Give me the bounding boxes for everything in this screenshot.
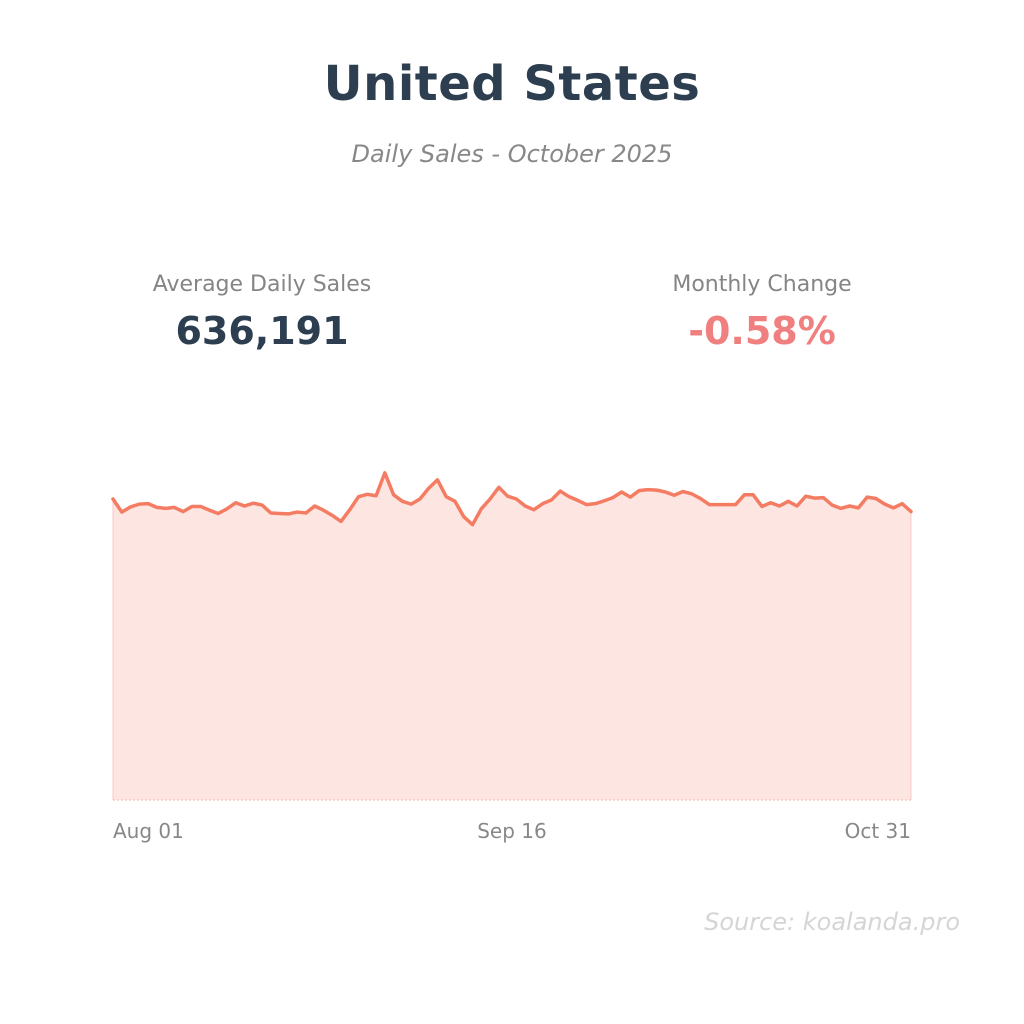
monthly-change-stat: Monthly Change -0.58% [582, 272, 942, 353]
chart-title: United States [323, 56, 701, 112]
average-daily-sales-value: 636,191 [175, 309, 349, 353]
monthly-change-label: Monthly Change [672, 272, 852, 297]
sales-series-line [111, 471, 913, 527]
x-tick-label: Oct 31 [845, 819, 911, 843]
sales-area-fill [113, 472, 911, 800]
average-daily-sales-stat: Average Daily Sales 636,191 [82, 272, 442, 353]
average-daily-sales-label: Average Daily Sales [152, 272, 372, 297]
x-tick-label: Aug 01 [113, 819, 184, 843]
x-tick-label: Sep 16 [477, 819, 547, 843]
source-credit: Source: koalanda.pro [704, 908, 960, 936]
chart-subtitle: Daily Sales - October 2025 [351, 140, 673, 168]
monthly-change-value: -0.58% [688, 309, 836, 353]
